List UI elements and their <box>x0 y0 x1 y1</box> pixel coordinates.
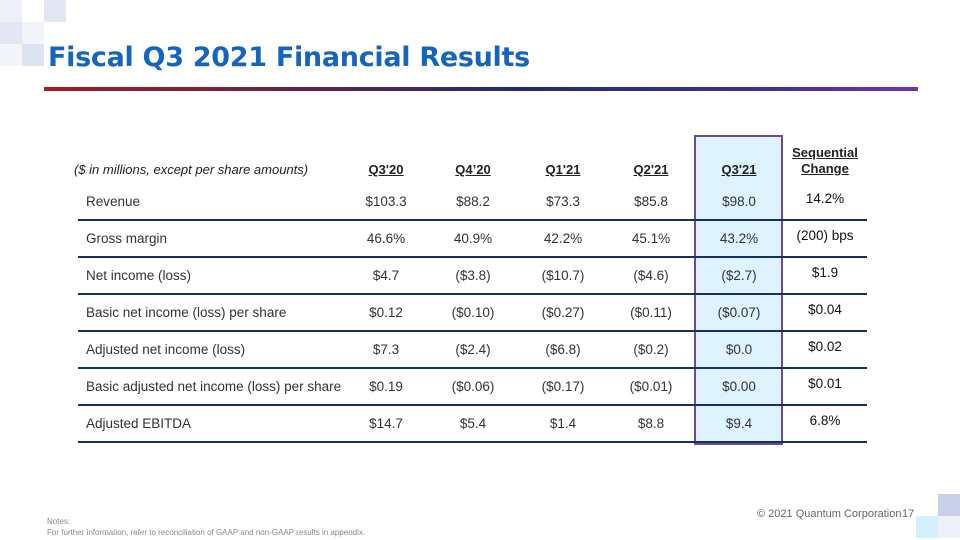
row-value: ($0.17) <box>541 379 585 394</box>
row-value: 46.6% <box>366 231 406 246</box>
units-note: ($ in millions, except per share amounts… <box>74 162 309 177</box>
row-value: $0.0 <box>725 342 753 357</box>
row-value: $98.0 <box>722 194 756 209</box>
decor-square <box>0 22 22 44</box>
row-label: Revenue <box>86 194 141 209</box>
row-value: ($0.10) <box>451 305 495 320</box>
row-value: 42.2% <box>543 231 583 246</box>
row-value: ($0.06) <box>451 379 495 394</box>
column-header: Q1'21 <box>545 162 581 177</box>
column-header: Q2'21 <box>633 162 669 177</box>
decor-square <box>44 0 66 22</box>
row-value: ($0.07) <box>717 305 761 320</box>
decor-square <box>0 0 22 22</box>
row-value: $1.4 <box>549 416 577 431</box>
table-row: Adjusted EBITDA $14.7 $5.4 $1.4 $8.8 $9.… <box>78 406 867 443</box>
column-header: Q3'20 <box>368 162 404 177</box>
sequential-change-header: Sequential Change <box>780 145 870 177</box>
decor-square <box>916 516 938 538</box>
row-value: ($0.01) <box>629 379 673 394</box>
row-value: $0.00 <box>722 379 756 394</box>
sequential-header-line: Change <box>801 161 849 176</box>
decor-square <box>938 494 960 516</box>
row-value: $4.7 <box>372 268 400 283</box>
decor-square <box>938 516 960 538</box>
row-label: Gross margin <box>86 231 168 246</box>
row-label: Basic adjusted net income (loss) per sha… <box>86 379 342 394</box>
row-value: $5.4 <box>459 416 487 431</box>
row-value: $73.3 <box>546 194 580 209</box>
row-value: $8.8 <box>637 416 665 431</box>
row-value: ($2.4) <box>455 342 491 357</box>
row-value: $7.3 <box>372 342 400 357</box>
row-value: ($2.7) <box>721 268 757 283</box>
decor-square <box>22 44 44 66</box>
notes-heading: Notes: <box>47 517 71 526</box>
row-value: ($0.27) <box>541 305 585 320</box>
row-value: 40.9% <box>453 231 493 246</box>
copyright: © 2021 Quantum Corporation <box>757 508 902 520</box>
table-row: Basic adjusted net income (loss) per sha… <box>78 369 867 406</box>
row-change: $0.02 <box>808 339 842 354</box>
row-value: 43.2% <box>719 231 759 246</box>
row-label: Adjusted EBITDA <box>86 416 192 431</box>
table-row: Basic net income (loss) per share $0.12 … <box>78 295 867 332</box>
row-change: (200) bps <box>796 228 854 243</box>
row-value: 45.1% <box>631 231 671 246</box>
current-quarter-highlight <box>694 135 783 445</box>
row-value: ($6.8) <box>545 342 581 357</box>
row-change: 6.8% <box>809 413 841 428</box>
footnotes: Notes: For further information, refer to… <box>47 516 365 538</box>
title-divider <box>44 87 918 91</box>
row-value: ($0.11) <box>630 305 672 320</box>
decor-square <box>0 44 22 66</box>
row-value: ($0.2) <box>633 342 669 357</box>
table-row: Gross margin 46.6% 40.9% 42.2% 45.1% 43.… <box>78 221 867 258</box>
decor-square <box>22 22 44 44</box>
row-change: $0.04 <box>808 302 842 317</box>
table-row: Revenue $103.3 $88.2 $73.3 $85.8 $98.0 1… <box>78 184 867 221</box>
row-value: ($3.8) <box>455 268 491 283</box>
row-value: $9.4 <box>725 416 753 431</box>
row-change: $1.9 <box>811 265 839 280</box>
sequential-header-line: Sequential <box>792 145 858 160</box>
column-header: Q4’20 <box>455 162 491 177</box>
row-value: $0.12 <box>369 305 403 320</box>
row-change: 14.2% <box>805 191 845 206</box>
row-value: $85.8 <box>634 194 668 209</box>
row-value: $88.2 <box>456 194 490 209</box>
row-value: ($4.6) <box>633 268 669 283</box>
table-row: Adjusted net income (loss) $7.3 ($2.4) (… <box>78 332 867 369</box>
row-change: $0.01 <box>808 376 842 391</box>
row-value: $0.19 <box>369 379 403 394</box>
row-label: Basic net income (loss) per share <box>86 305 287 320</box>
table-row: Net income (loss) $4.7 ($3.8) ($10.7) ($… <box>78 258 867 295</box>
column-header: Q3'21 <box>721 162 757 177</box>
page-number: 17 <box>902 508 915 520</box>
row-label: Adjusted net income (loss) <box>86 342 246 357</box>
page-title: Fiscal Q3 2021 Financial Results <box>48 42 530 73</box>
row-value: ($10.7) <box>541 268 585 283</box>
row-label: Net income (loss) <box>86 268 192 283</box>
row-value: $14.7 <box>369 416 403 431</box>
row-value: $103.3 <box>365 194 407 209</box>
notes-text: For further information, refer to reconc… <box>47 528 366 537</box>
